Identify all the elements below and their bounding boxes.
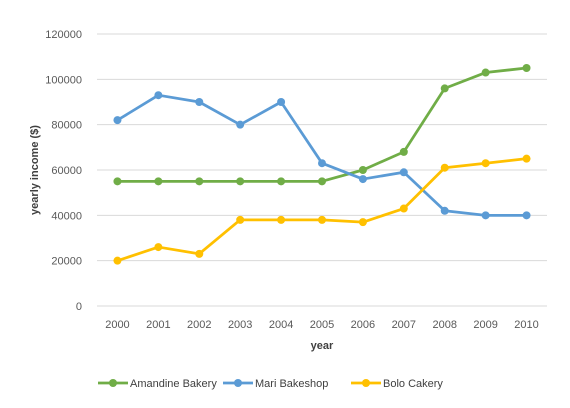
legend-swatch-marker <box>362 379 370 387</box>
data-point-bolo-cakery <box>113 256 122 265</box>
y-tick-label: 60000 <box>51 165 82 177</box>
y-tick-label: 0 <box>76 301 82 313</box>
series-bolo-cakery <box>113 154 531 265</box>
data-point-mari-bakeshop <box>318 159 326 168</box>
series-mari-bakeshop <box>113 91 531 220</box>
x-tick-label: 2004 <box>269 319 293 331</box>
data-point-amandine-bakery <box>113 177 122 186</box>
data-point-bolo-cakery <box>522 154 531 163</box>
legend-label: Bolo Cakery <box>383 378 443 390</box>
y-tick-label: 100000 <box>45 74 82 86</box>
data-point-bolo-cakery <box>358 218 367 227</box>
data-point-amandine-bakery <box>522 64 531 72</box>
data-point-amandine-bakery <box>154 177 163 186</box>
y-tick-label: 80000 <box>51 120 82 132</box>
x-tick-label: 2005 <box>310 319 334 331</box>
gridlines <box>97 33 547 307</box>
data-point-mari-bakeshop <box>236 120 245 129</box>
legend-swatch-marker <box>109 379 117 387</box>
legend-item-amandine-bakery: Amandine Bakery <box>98 378 217 390</box>
data-point-mari-bakeshop <box>358 175 367 184</box>
data-point-amandine-bakery <box>195 177 204 186</box>
x-tick-label: 2009 <box>473 319 497 331</box>
data-point-mari-bakeshop <box>113 116 122 125</box>
legend-label: Mari Bakeshop <box>255 378 328 390</box>
data-point-bolo-cakery <box>277 215 286 224</box>
x-tick-label: 2007 <box>392 319 416 331</box>
data-point-amandine-bakery <box>236 177 245 186</box>
x-tick-label: 2006 <box>351 319 375 331</box>
data-point-bolo-cakery <box>440 163 449 172</box>
legend-label: Amandine Bakery <box>130 378 217 390</box>
data-point-bolo-cakery <box>236 215 245 224</box>
y-tick-label: 40000 <box>51 210 82 222</box>
data-point-mari-bakeshop <box>399 168 408 177</box>
data-point-amandine-bakery <box>277 177 286 186</box>
y-axis-ticks: 0 20000 40000 60000 80000 100000 120000 <box>45 29 82 313</box>
x-tick-label: 2003 <box>228 319 252 331</box>
data-point-bolo-cakery <box>481 159 490 168</box>
y-tick-label: 120000 <box>45 29 82 41</box>
y-tick-label: 20000 <box>51 256 82 268</box>
data-point-mari-bakeshop <box>154 91 163 100</box>
x-tick-label: 2002 <box>187 319 211 331</box>
data-point-mari-bakeshop <box>277 98 286 106</box>
y-axis-title: yearly income ($) <box>29 125 41 215</box>
series-line-bolo-cakery <box>116 157 528 263</box>
data-point-bolo-cakery <box>195 249 204 258</box>
x-tick-label: 2000 <box>105 319 129 331</box>
data-point-amandine-bakery <box>481 68 490 77</box>
legend-item-bolo-cakery: Bolo Cakery <box>351 378 443 390</box>
x-tick-label: 2010 <box>514 319 538 331</box>
series-lines <box>113 64 531 265</box>
series-amandine-bakery <box>113 64 531 186</box>
x-axis-ticks: 2000 2001 2002 2003 2004 2005 2006 2007 2008 2009… <box>105 319 539 331</box>
legend-item-mari-bakeshop: Mari Bakeshop <box>223 378 328 390</box>
legend: Amandine Bakery Mari Bakeshop Bolo Cakery <box>98 378 443 390</box>
data-point-mari-bakeshop <box>522 211 531 220</box>
data-point-bolo-cakery <box>318 215 326 224</box>
data-point-bolo-cakery <box>399 204 408 213</box>
legend-swatch-marker <box>234 379 242 387</box>
data-point-amandine-bakery <box>399 147 408 156</box>
x-axis-title: year <box>311 340 334 352</box>
data-point-mari-bakeshop <box>481 211 490 220</box>
data-point-amandine-bakery <box>358 166 367 174</box>
x-tick-label: 2001 <box>146 319 170 331</box>
data-point-amandine-bakery <box>318 177 326 186</box>
data-point-bolo-cakery <box>154 243 163 252</box>
x-tick-label: 2008 <box>432 319 456 331</box>
data-point-mari-bakeshop <box>195 98 204 106</box>
data-point-mari-bakeshop <box>440 206 449 215</box>
series-line-mari-bakeshop <box>116 93 528 217</box>
data-point-amandine-bakery <box>440 84 449 93</box>
